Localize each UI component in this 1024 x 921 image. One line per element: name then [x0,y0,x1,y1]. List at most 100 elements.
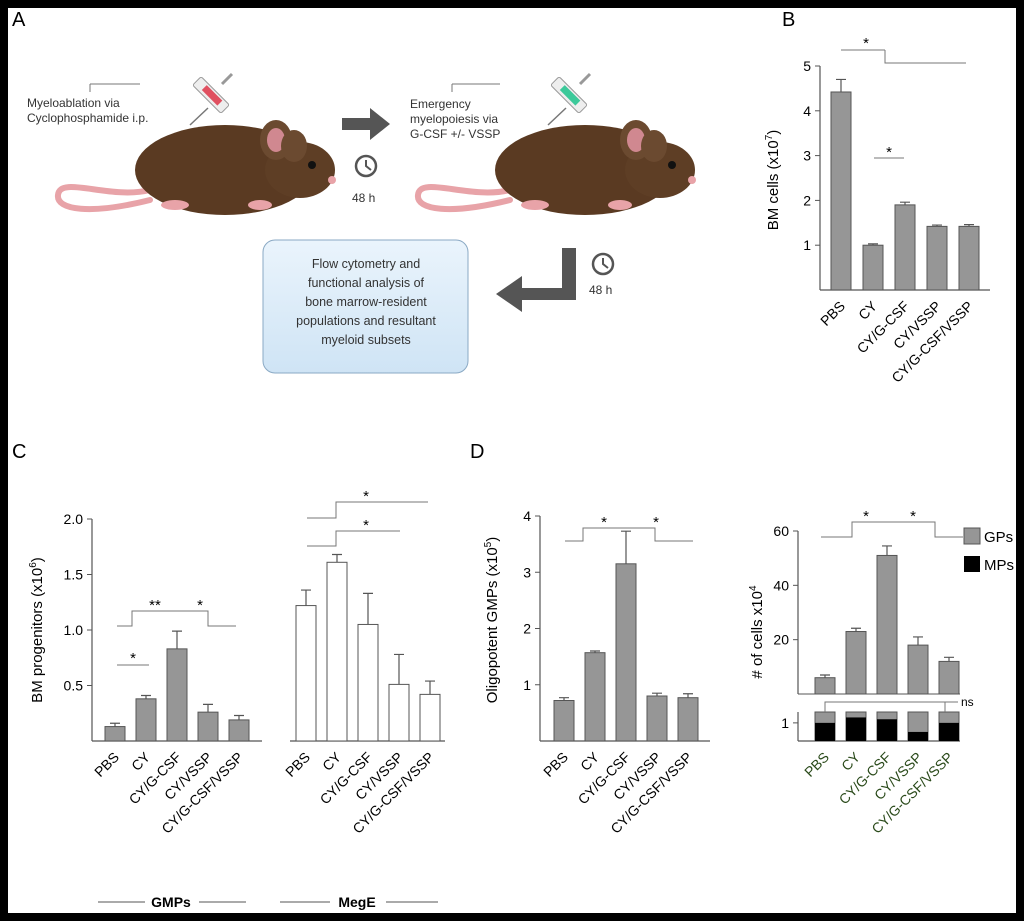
analysis-text-line5: myeloid subsets [321,333,411,347]
step1-label-line2: Cyclophosphamide i.p. [27,111,148,125]
b-xtick-label: PBS [817,298,848,329]
clock-icon-2 [591,252,615,276]
c0-xtick-label: PBS [91,749,122,780]
error-bar [652,692,662,696]
error-bar [621,530,631,564]
bar [553,700,575,742]
error-bar [425,680,435,695]
error-bar [110,722,120,727]
sig-star: ** [149,597,161,614]
y-axis-label: BM progenitors (x106) [28,557,46,703]
error-bar [944,656,954,662]
y-tick-label: 1.0 [64,622,84,638]
c1-xtick-label: CY [319,748,345,774]
bar [295,605,317,742]
panel-a-letter: A [12,9,26,31]
error-bar [683,693,693,698]
sig-star: * [886,144,892,161]
group-label-gmps: GMPs [98,894,246,910]
y-tick-label: 0.5 [64,678,84,694]
d1-xtick-label: PBS [540,749,571,780]
sig-bracket [307,501,428,519]
sig-star: * [863,35,869,52]
bar-gps [938,660,960,695]
bar-gps [876,554,898,695]
syringe-green-icon [547,72,592,126]
y-tick-label: 1.5 [64,567,84,583]
y-tick-label: 2.0 [64,511,84,527]
legend-label-gps: GPs [984,529,1013,546]
bar [615,563,637,742]
sig-bracket [821,521,963,538]
error-bar [964,223,974,227]
error-bar [820,674,830,678]
error-bar [203,703,213,713]
arrow-right-icon [342,108,390,140]
sig-ns: ns [961,695,974,709]
y-tick-label: 2 [803,192,811,208]
error-bar [836,78,846,92]
sig-star: * [197,597,203,614]
sig-bracket-ns [824,701,958,713]
analysis-box [262,239,469,374]
group-label-mege-text: MegE [338,894,375,910]
error-bar [332,553,342,563]
error-bar [868,243,878,246]
clock-icon-1 [354,154,378,178]
bar-gps [907,644,929,695]
sig-star: * [363,488,369,505]
sig-bracket [307,530,400,547]
y-tick-label: 40 [773,577,789,593]
y-tick-label: 60 [773,523,789,539]
bar [228,719,250,742]
error-bar [301,589,311,606]
group-label-gmps-text: GMPs [151,894,191,910]
chart-c: 0.51.01.52.0BM progenitors (x106)PBS CYCY… [28,488,445,837]
legend-swatch-gps [963,527,981,545]
y-tick-label: 1 [781,715,789,731]
y-tick-label: 1 [803,237,811,253]
analysis-text-line1: Flow cytometry and [312,257,420,271]
bar [862,244,884,291]
bar [357,623,379,742]
step2-label-line1: Emergency [410,97,471,111]
bar [677,697,699,742]
bar [419,693,441,742]
step1-label-line1: Myeloablation via [27,96,120,110]
sig-bracket [565,527,693,542]
c1-xtick-label: PBS [282,749,313,780]
analysis-text-line3: bone marrow-resident [305,295,427,309]
step2-label-line3: G-CSF +/- VSSP [410,127,500,141]
bar [894,204,916,291]
error-bar [932,224,942,227]
bar-gps [845,631,867,695]
error-bar [394,653,404,685]
y-tick-label: 3 [523,564,531,580]
y-axis-label: BM cells (x107) [764,130,782,231]
legend-label-mps: MPs [984,557,1014,574]
bar-gps [814,677,836,695]
sig-star: * [363,517,369,534]
panel-a: A Myeloablation via Cyclophosphamide i.p… [12,9,696,374]
arrow-return-icon [496,248,576,312]
y-tick-label: 20 [773,632,789,648]
b-xtick-label: CY [855,297,881,323]
sig-star: * [910,508,916,525]
error-bar [900,201,910,205]
group-label-mege: MegE [280,894,438,910]
error-bar [172,630,182,649]
bar-mps [846,717,866,741]
c0-xtick-label: CY [128,748,154,774]
y-axis-label: Oligopotent GMPs (x105) [483,537,501,703]
bar-mps [908,731,928,741]
error-bar [559,697,569,701]
panel-d-letter: D [470,441,484,463]
bar [830,91,852,291]
mouse-1-illustration [55,120,336,215]
time-label-2: 48 h [589,283,612,297]
error-bar [590,650,600,653]
bar [135,698,157,742]
